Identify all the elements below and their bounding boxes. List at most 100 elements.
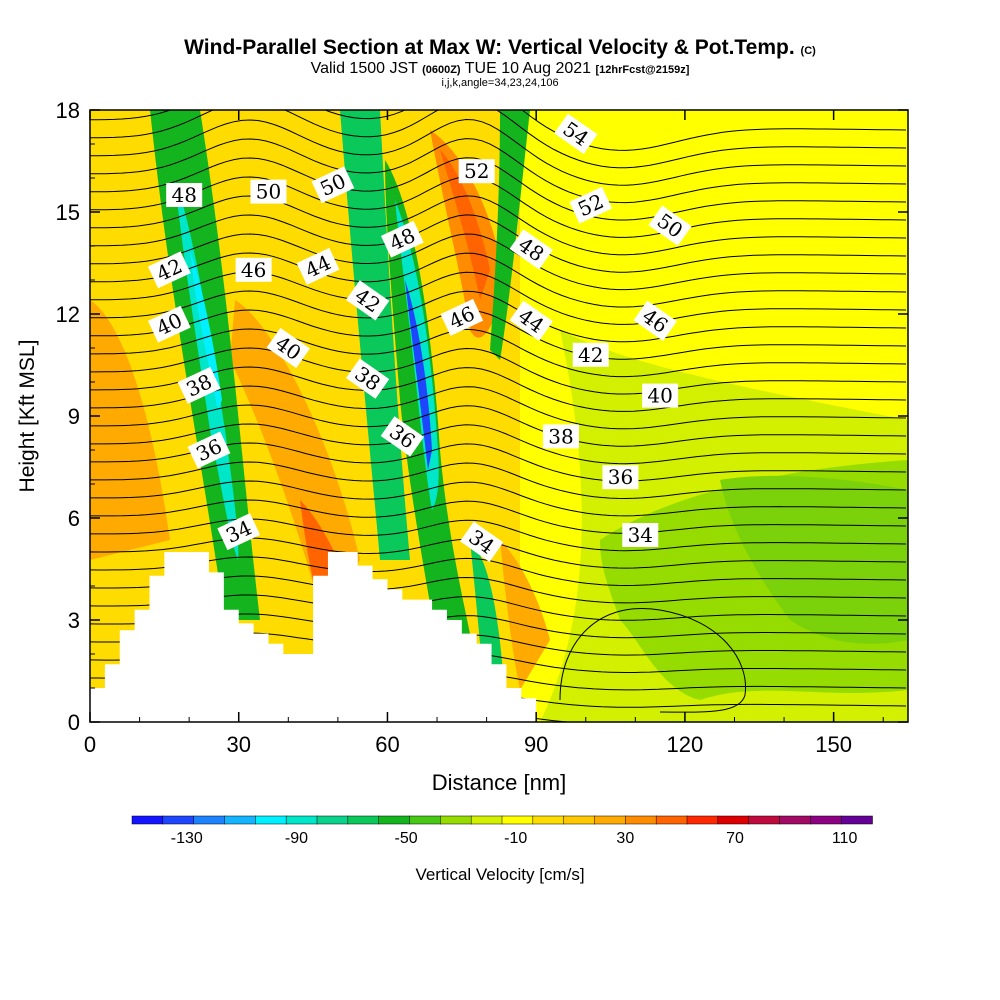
colorbar-swatch <box>563 815 596 825</box>
theta-contour-line <box>90 290 907 343</box>
chart-title-tag: (C) <box>800 45 816 57</box>
contour-label-text: 50 <box>256 180 281 204</box>
forecast-info: [12hrFcst@2159z] <box>595 64 690 76</box>
contour-label-text: 40 <box>647 384 672 408</box>
theta-contour-line <box>90 176 907 238</box>
field-zone-band-west-core <box>190 250 222 410</box>
colorbar-swatch <box>655 815 688 825</box>
theta-contour-line <box>90 499 907 534</box>
y-tick-label: 3 <box>68 608 80 633</box>
theta-contour-line <box>90 271 907 325</box>
contour-label: 36 <box>602 465 639 490</box>
colorbar-swatch <box>717 815 750 825</box>
theta-contour-line <box>90 404 907 447</box>
colorbar-tick-label: 70 <box>726 830 744 847</box>
theta-contour-line <box>90 575 907 604</box>
theta-contour-line <box>559 608 747 713</box>
contour-label: 46 <box>235 257 272 282</box>
colorbar-tick-label: -130 <box>171 830 203 847</box>
x-axis: 0 30 60 90 120 150 <box>84 110 884 757</box>
colorbar-swatch <box>470 815 503 825</box>
colorbar-swatch <box>532 815 565 825</box>
theta-contour-line <box>90 347 907 395</box>
contour-label-text: 36 <box>608 465 633 489</box>
theta-contour-line <box>90 518 907 552</box>
field-zone-orange-low <box>500 540 550 690</box>
y-tick-label: 12 <box>56 302 80 327</box>
contour-label: 40 <box>642 383 679 408</box>
valid-utc: (0600Z) <box>422 64 461 76</box>
theta-contour-line <box>90 110 907 169</box>
theta-contour-line <box>90 214 907 273</box>
terrain-profile <box>90 552 537 722</box>
colorbar-tick-label: -90 <box>285 830 308 847</box>
colorbar-swatch <box>810 815 842 825</box>
field-zone-band-far-green <box>490 110 530 360</box>
colorbar-tick-label: -10 <box>504 830 527 847</box>
theta-contour-line <box>90 118 907 186</box>
theta-contour-line <box>90 233 907 291</box>
field-zone-east-green2 <box>720 475 908 644</box>
colorbar-swatch <box>840 815 873 825</box>
colorbar-swatch <box>779 815 812 825</box>
theta-contour-line <box>90 195 907 256</box>
x-axis-label: Distance [nm] <box>432 770 567 795</box>
theta-contour-line <box>90 594 907 621</box>
x-tick-label: 0 <box>84 732 96 757</box>
theta-contour-line <box>90 252 907 308</box>
theta-contour-line <box>90 110 907 151</box>
colorbar-swatch <box>255 815 287 825</box>
contour-label: 38 <box>542 424 579 449</box>
contour-label-text: 34 <box>628 523 653 547</box>
contour-label: 42 <box>572 342 609 367</box>
x-tick-label: 120 <box>667 732 704 757</box>
field-zone-orange-mid <box>230 300 360 610</box>
chart-subtitle: Valid 1500 JST (0600Z) TUE 10 Aug 2021 [… <box>0 60 1000 78</box>
colorbar-swatch <box>316 815 349 825</box>
x-tick-label: 150 <box>815 732 852 757</box>
contour-label-text: 52 <box>464 159 489 183</box>
x-tick-label: 60 <box>375 732 399 757</box>
colorbar-label: Vertical Velocity [cm/s] <box>415 865 584 884</box>
theta-contour-line <box>90 157 907 221</box>
theta-contours <box>90 110 907 722</box>
colorbar-swatch <box>347 815 380 825</box>
colorbar-swatch <box>378 815 411 825</box>
contour-label-text: 42 <box>578 343 603 367</box>
y-tick-label: 0 <box>68 710 80 735</box>
y-tick-label: 18 <box>56 98 80 123</box>
colorbar-swatch <box>686 815 719 825</box>
colorbar-swatch <box>285 815 318 825</box>
colorbar-swatch <box>409 815 442 825</box>
colorbar-swatch <box>625 815 657 825</box>
colorbar-swatch <box>224 815 257 825</box>
colorbar: -130 -90 -50 -10 30 70 110 <box>131 815 873 847</box>
theta-contour-line <box>90 138 907 204</box>
theta-contour-line <box>90 309 907 360</box>
chart-title-text: Wind-Parallel Section at Max W: Vertical… <box>184 36 795 59</box>
colorbar-tick-label: 30 <box>616 830 634 847</box>
y-tick-label: 15 <box>56 200 80 225</box>
valid-time: Valid 1500 JST <box>310 60 418 77</box>
chart-title: Wind-Parallel Section at Max W: Vertical… <box>0 36 1000 60</box>
terrain-blocks <box>90 552 537 722</box>
y-axis: 0 36 9 12 15 18 <box>56 98 908 735</box>
y-axis-label: Height [Kft MSL] <box>16 340 39 493</box>
theta-contour-line <box>90 480 907 517</box>
x-tick-label: 30 <box>226 732 250 757</box>
colorbar-swatch <box>131 815 164 825</box>
colorbar-swatch <box>748 815 781 825</box>
contour-label-text: 46 <box>241 258 266 282</box>
contour-label-text: 48 <box>171 183 196 207</box>
colorbar-swatch <box>162 815 195 825</box>
contour-label: 50 <box>250 179 287 204</box>
theta-contour-line <box>90 366 907 412</box>
field-zone-orange-west <box>90 300 170 560</box>
theta-contour-line <box>90 461 907 500</box>
y-tick-label: 9 <box>68 404 80 429</box>
valid-date: TUE 10 Aug 2021 <box>464 60 592 77</box>
colorbar-swatch <box>501 815 534 825</box>
contour-label: 52 <box>458 159 495 184</box>
contour-label: 34 <box>622 523 659 547</box>
